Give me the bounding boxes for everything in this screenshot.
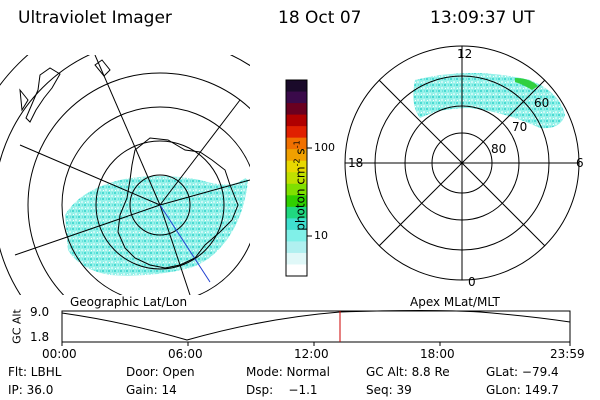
mlt-label-0: 0	[468, 275, 476, 289]
mlat-label-70: 70	[512, 120, 528, 134]
colorbar-band	[286, 218, 307, 231]
colorbar-band	[286, 172, 307, 185]
status-glat: GLat: −79.4	[486, 365, 559, 379]
geographic-map-label: Geographic Lat/Lon	[70, 295, 188, 309]
colorbar-band	[286, 229, 307, 242]
colorbar-band	[286, 80, 307, 93]
x-tick-2359: 23:59	[550, 347, 585, 361]
colorbar-tick-100: 100	[314, 141, 335, 154]
colorbar	[286, 80, 307, 277]
status-flt: Flt: LBHL	[8, 365, 62, 379]
colorbar-band	[286, 264, 307, 277]
mlt-map-label: Apex MLat/MLT	[410, 295, 500, 309]
instrument-title: Ultraviolet Imager	[18, 8, 172, 28]
gc-alt-ylabel: GC Alt	[10, 309, 24, 344]
colorbar-band	[286, 103, 307, 116]
status-dsp: Dsp: −1.1	[246, 383, 318, 397]
x-tick-0000: 00:00	[42, 347, 77, 361]
colorbar-tick-10: 10	[314, 229, 328, 242]
colorbar-band	[286, 206, 307, 219]
colorbar-band	[286, 183, 307, 196]
colorbar-band	[286, 160, 307, 173]
time-label: 13:09:37 UT	[430, 8, 535, 28]
status-mode: Mode: Normal	[246, 365, 330, 379]
x-tick-1800: 18:00	[420, 347, 455, 361]
colorbar-band	[286, 149, 307, 162]
colorbar-band	[286, 91, 307, 104]
colorbar-band	[286, 241, 307, 254]
aurora-emission-left	[65, 176, 248, 276]
colorbar-band	[286, 252, 307, 265]
y-tick-9: 9.0	[30, 305, 50, 319]
colorbar-band	[286, 137, 307, 150]
status-seq: Seq: 39	[366, 383, 412, 397]
status-ip: IP: 36.0	[8, 383, 54, 397]
mlt-label-12: 12	[457, 47, 473, 61]
mlat-label-60: 60	[534, 96, 550, 110]
colorbar-band	[286, 195, 307, 208]
geographic-map	[0, 55, 250, 295]
status-glon: GLon: 149.7	[486, 383, 559, 397]
mlt-map	[344, 45, 580, 281]
colorbar-band	[286, 126, 307, 139]
x-tick-0600: 06:00	[168, 347, 203, 361]
status-gain: Gain: 14	[126, 383, 177, 397]
colorbar-band	[286, 114, 307, 127]
status-gc-alt: GC Alt: 8.8 Re	[366, 365, 450, 379]
date-label: 18 Oct 07	[278, 8, 362, 28]
altitude-plot	[61, 310, 571, 346]
x-tick-1200: 12:00	[294, 347, 329, 361]
status-door: Door: Open	[126, 365, 195, 379]
colorbar-unit-label: photon cm-2 s-1	[292, 140, 308, 231]
y-tick-1-8: 1.8	[30, 330, 50, 344]
mlt-label-6: 6	[576, 156, 584, 170]
mlat-label-80: 80	[491, 142, 507, 156]
mlt-label-18: 18	[348, 156, 364, 170]
